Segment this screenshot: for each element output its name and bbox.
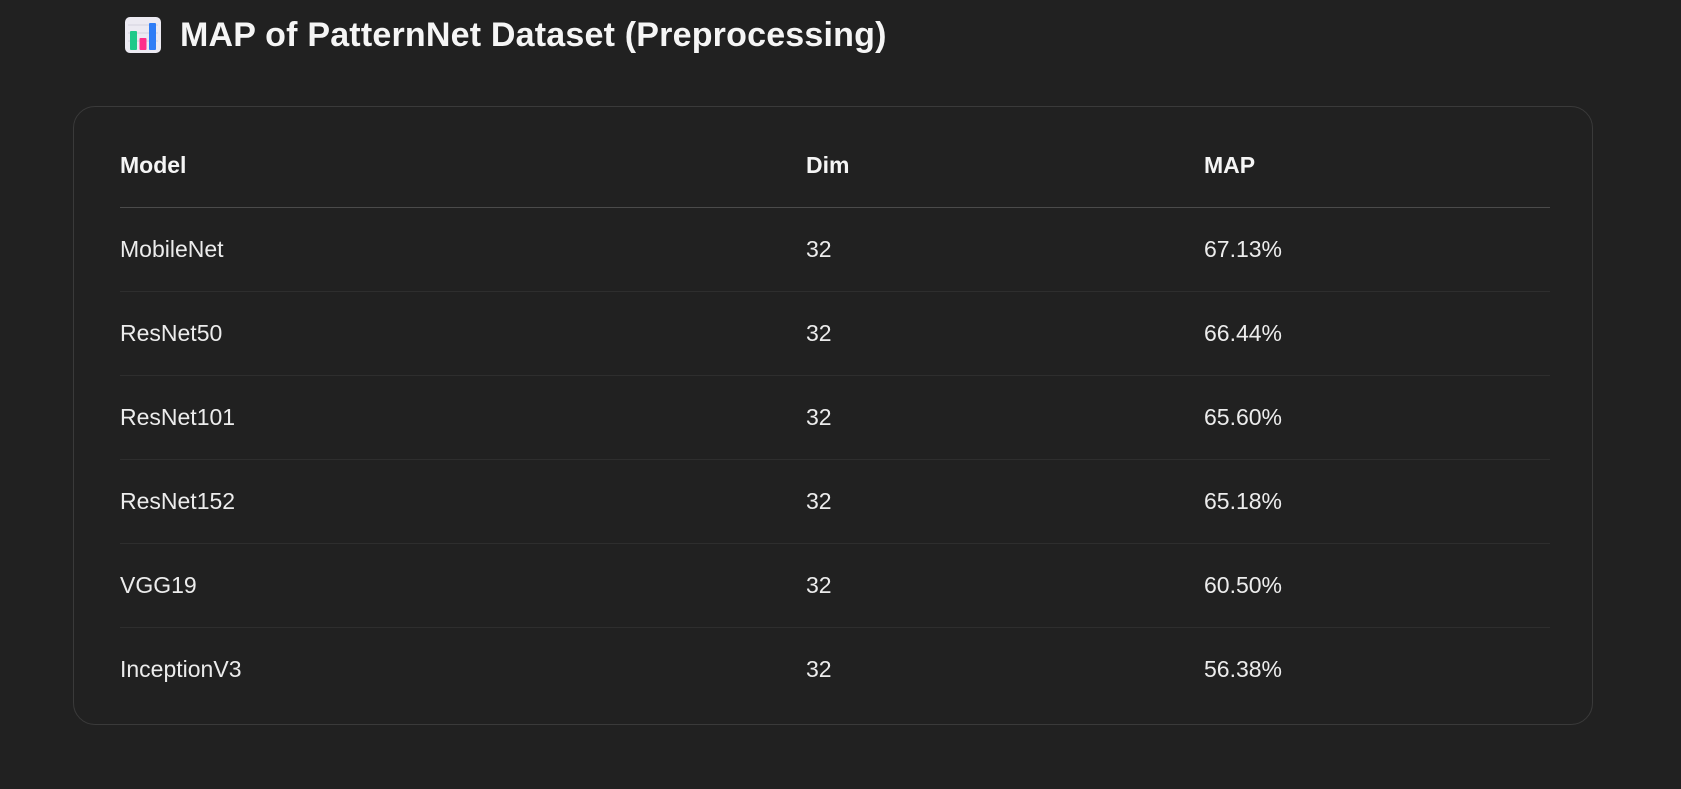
section-heading: MAP of PatternNet Dataset (Preprocessing… xyxy=(124,13,887,57)
page-title: MAP of PatternNet Dataset (Preprocessing… xyxy=(180,15,887,54)
cell-dim: 32 xyxy=(806,291,1204,376)
table-row: ResNet152 32 65.18% xyxy=(120,459,1550,544)
cell-dim: 32 xyxy=(806,656,832,682)
cell-model: ResNet152 xyxy=(120,459,806,544)
cell-model: InceptionV3 xyxy=(120,656,242,682)
cell-map: 67.13% xyxy=(1204,207,1550,292)
cell-model: VGG19 xyxy=(120,543,806,628)
table-row: ResNet50 32 66.44% xyxy=(120,291,1550,376)
bar-chart-icon xyxy=(125,17,161,53)
cell-dim: 32 xyxy=(806,543,1204,628)
cell-map: 56.38% xyxy=(1204,656,1283,682)
cell-map: 65.18% xyxy=(1204,459,1550,544)
cell-map: 65.60% xyxy=(1204,375,1550,460)
cell-dim: 32 xyxy=(806,459,1204,544)
table-row: MobileNet 32 67.13% xyxy=(120,207,1550,292)
results-table-card: Model Dim MAP MobileNet 32 67.13% ResNet… xyxy=(73,106,1593,725)
cell-map: 66.44% xyxy=(1204,291,1550,376)
cell-model: MobileNet xyxy=(120,207,806,292)
table-row: VGG19 32 60.50% xyxy=(120,543,1550,628)
table-header-row: Model Dim MAP xyxy=(120,123,1550,208)
column-header-map: MAP xyxy=(1204,123,1550,208)
table-row: ResNet101 32 65.60% xyxy=(120,375,1550,460)
cell-dim: 32 xyxy=(806,207,1204,292)
table-row: InceptionV3 32 56.38% xyxy=(120,628,1550,712)
cell-map: 60.50% xyxy=(1204,543,1550,628)
cell-model: ResNet50 xyxy=(120,291,806,376)
cell-model: ResNet101 xyxy=(120,375,806,460)
results-table: Model Dim MAP MobileNet 32 67.13% ResNet… xyxy=(120,123,1550,711)
column-header-model: Model xyxy=(120,123,806,208)
cell-dim: 32 xyxy=(806,375,1204,460)
column-header-dim: Dim xyxy=(806,123,1204,208)
